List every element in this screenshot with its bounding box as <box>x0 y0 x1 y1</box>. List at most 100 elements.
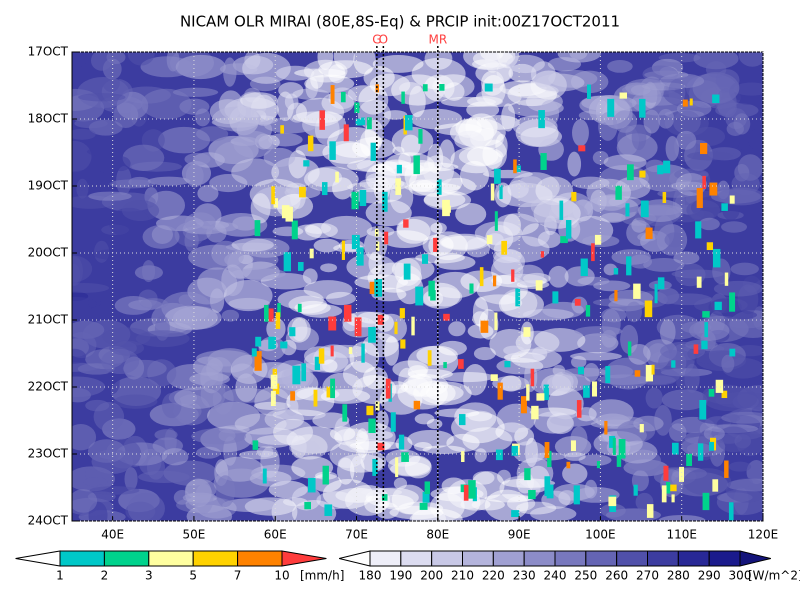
precip-shade <box>571 191 577 202</box>
precip-shade <box>547 450 552 468</box>
precip-shade <box>377 442 385 451</box>
precip-shade <box>578 145 586 152</box>
olr-shade <box>721 354 735 373</box>
precip-shade <box>607 98 615 117</box>
precip-shade <box>271 186 275 205</box>
olr-shade <box>408 179 436 196</box>
olr-shade <box>90 52 113 71</box>
olr-shade <box>645 387 663 409</box>
olr-shade <box>567 151 582 177</box>
olr-shade <box>721 221 747 233</box>
olr-shade <box>564 452 586 461</box>
precip-shade <box>335 171 339 183</box>
precip-shade <box>262 468 267 484</box>
olr-shade <box>441 235 487 250</box>
colorbar-label: 230 <box>513 569 536 583</box>
x-tick-label: 80E <box>426 528 449 542</box>
olr-shade <box>661 389 708 411</box>
olr-shade <box>572 119 589 147</box>
precip-shade <box>594 234 602 245</box>
precip-shade <box>536 393 545 401</box>
olr-shade <box>154 429 178 441</box>
y-tick-label: 22OCT <box>28 380 69 394</box>
precip-shade <box>709 441 714 451</box>
olr-shade <box>174 387 222 409</box>
colorbar-label: 2 <box>101 569 109 583</box>
precip-shade <box>524 468 531 481</box>
precip-shade <box>591 243 595 262</box>
olr-shade <box>676 130 697 150</box>
olr-shade <box>293 224 322 241</box>
olr-shade <box>184 152 211 166</box>
olr-shade <box>72 52 88 68</box>
x-tick-label: 60E <box>264 528 287 542</box>
precip-shade <box>544 476 551 497</box>
olr-shade <box>597 374 650 386</box>
precip-shade <box>666 482 671 494</box>
olr-shade <box>730 262 759 276</box>
precip-shade <box>394 321 398 335</box>
precip-shade <box>367 117 372 130</box>
olr-shade <box>717 187 763 206</box>
olr-shade <box>322 479 374 509</box>
olr-shade <box>427 287 463 307</box>
colorbar-box <box>103 550 150 567</box>
olr-shade <box>519 176 543 189</box>
colorbar-box <box>192 550 239 567</box>
precip-shade <box>706 242 714 251</box>
precip-shade <box>341 240 345 260</box>
olr-shade <box>411 57 466 90</box>
olr-shade <box>191 428 247 445</box>
olr-shade <box>221 264 245 297</box>
precip-shade <box>340 91 346 103</box>
precip-shade <box>663 160 671 174</box>
olr-shade <box>127 52 155 66</box>
olr-shade <box>434 408 480 418</box>
precip-shade <box>504 361 511 368</box>
precip-shade <box>639 170 646 178</box>
precip-shade <box>251 348 257 357</box>
precip-shade <box>330 345 334 357</box>
olr-shade <box>425 384 464 402</box>
precip-shade <box>280 125 284 134</box>
precip-shade <box>669 484 677 492</box>
olr-shade <box>631 124 647 151</box>
olr-shade <box>320 263 338 273</box>
precip-shade <box>313 389 318 407</box>
olr-shade <box>659 319 676 345</box>
precip-shade <box>523 327 531 337</box>
olr-shade <box>93 248 149 261</box>
olr-shade <box>91 449 134 474</box>
olr-shade <box>188 244 244 270</box>
precip-shade <box>299 186 306 198</box>
olr-shade <box>384 336 399 366</box>
colorbar-unit: [W/m^2] <box>748 569 800 583</box>
precip-shade <box>520 396 527 414</box>
olr-shade <box>517 199 566 223</box>
precip-shade <box>605 366 611 384</box>
precip-shade <box>381 494 388 501</box>
precip-shade <box>422 84 428 92</box>
precip-shade <box>696 276 702 288</box>
x-tick-label: 120E <box>748 528 779 542</box>
precip-shade <box>283 252 291 272</box>
olr-shade <box>109 179 156 189</box>
precip-shade <box>574 298 581 306</box>
precip-shade <box>543 384 549 401</box>
colorbar-label: 190 <box>389 569 412 583</box>
precip-shade <box>359 189 367 207</box>
precip-shade <box>693 344 699 354</box>
olr-shade <box>726 121 744 136</box>
precip-shade <box>540 251 545 258</box>
olr-shade <box>484 52 500 73</box>
precip-shade <box>436 179 442 195</box>
olr-shade <box>363 230 388 261</box>
precip-shade <box>372 458 378 476</box>
colorbar-box <box>647 550 679 567</box>
olr-shade <box>72 128 96 140</box>
olr-shade <box>660 341 706 361</box>
olr-shade <box>683 468 732 496</box>
olr-shade <box>197 184 219 203</box>
olr-shade <box>325 291 356 306</box>
precip-shade <box>715 379 724 393</box>
